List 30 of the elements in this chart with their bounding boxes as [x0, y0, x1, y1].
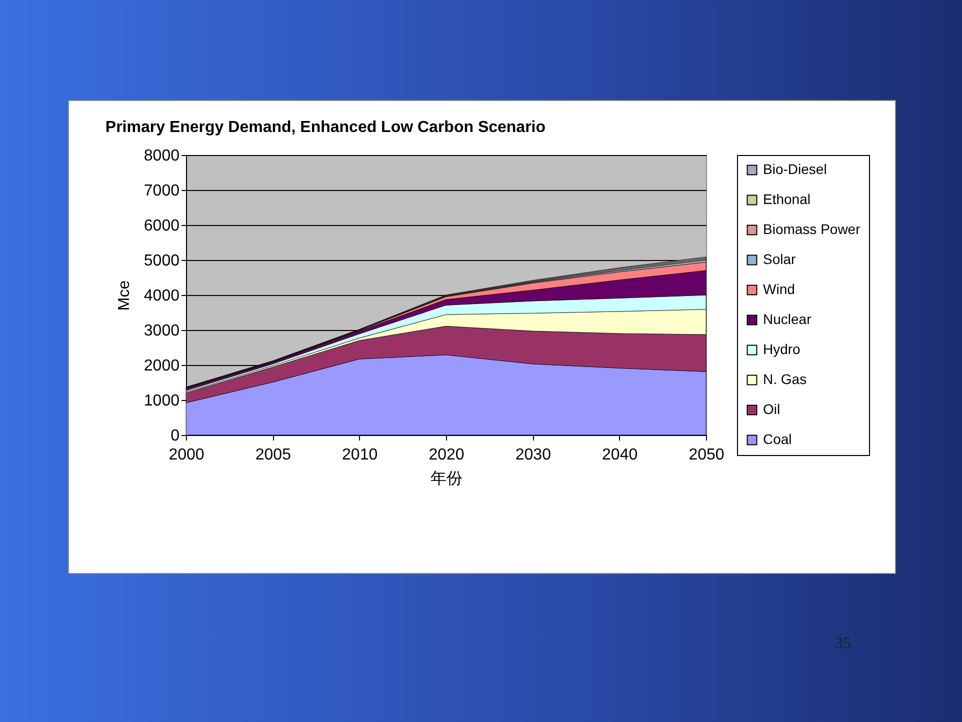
x-tick-label: 2010 — [342, 446, 378, 464]
legend-label: Hydro — [763, 341, 801, 357]
x-tick-label: 2050 — [688, 446, 724, 464]
legend-label: Nuclear — [763, 311, 812, 327]
x-tick-label: 2005 — [255, 446, 292, 464]
legend-label: Coal — [763, 431, 792, 447]
y-tick-label: 3000 — [144, 322, 180, 340]
legend-label: Wind — [763, 281, 795, 297]
y-tick-label: 1000 — [144, 392, 180, 410]
legend-label: Biomass Power — [763, 221, 861, 237]
y-tick-label: 5000 — [144, 252, 180, 270]
legend-label: Solar — [763, 251, 796, 267]
legend-label: N. Gas — [763, 371, 807, 387]
legend-label: Ethonal — [763, 191, 810, 207]
y-tick-label: 2000 — [144, 358, 180, 374]
text: 35 — [835, 635, 851, 653]
y-tick-label: 8000 — [144, 148, 180, 164]
x-tick-label: 2000 — [168, 446, 204, 464]
x-tick-label: 2040 — [602, 446, 638, 464]
y-tick-label: 4000 — [144, 288, 180, 304]
x-axis-title: 年份 — [430, 470, 462, 488]
legend-label: Oil — [763, 401, 780, 417]
legend-label: Bio-Diesel — [763, 161, 827, 177]
x-tick-label: 2030 — [515, 446, 552, 464]
chart-title: Primary Energy Demand, Enhanced Low Carbon Scenario — [105, 119, 546, 136]
y-tick-label: 0 — [170, 428, 180, 444]
y-axis-title: Mce — [116, 280, 133, 311]
y-tick-label: 7000 — [144, 182, 180, 200]
x-tick-label: 2020 — [428, 446, 464, 464]
y-tick-label: 6000 — [144, 218, 180, 234]
